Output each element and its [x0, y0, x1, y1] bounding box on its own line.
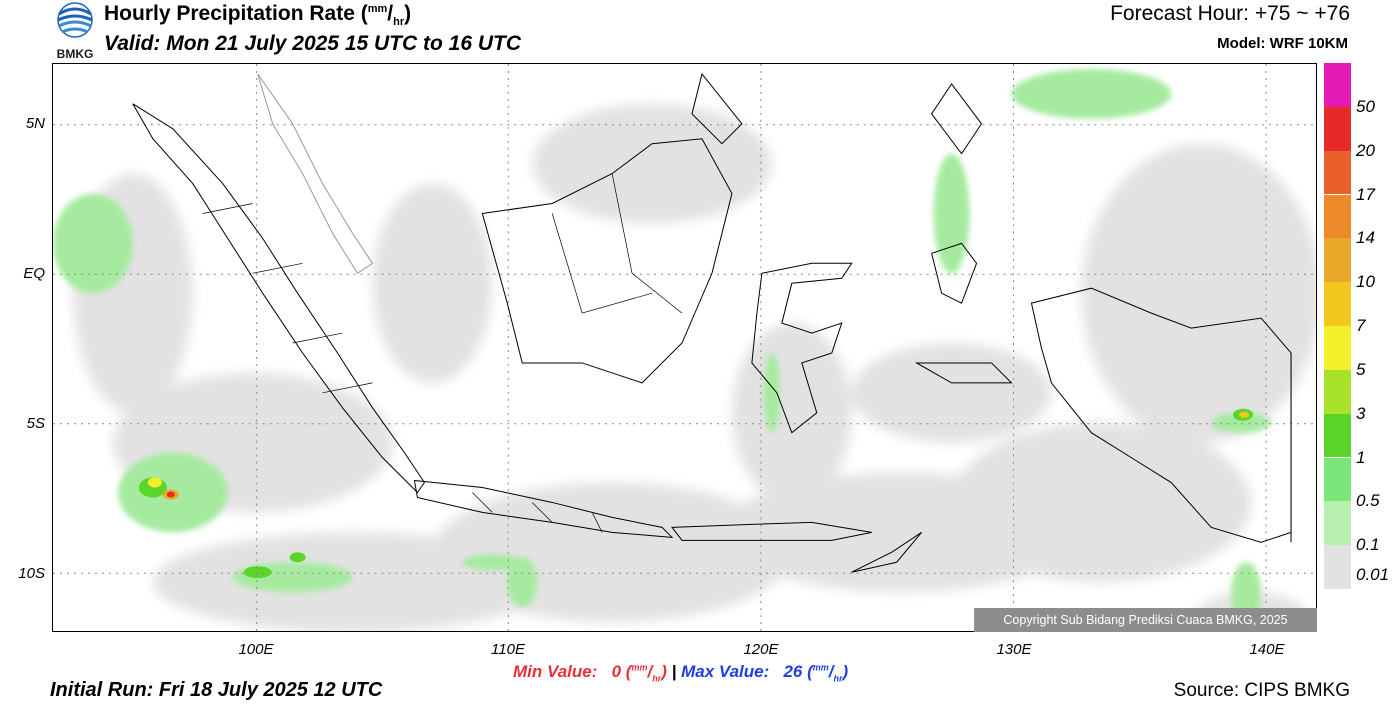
colorbar-swatch	[1324, 501, 1351, 546]
min-label: Min Value:	[513, 662, 598, 681]
page-title: Hourly Precipitation Rate (mm/hr)	[104, 2, 412, 29]
lat-label: 5S	[26, 415, 45, 432]
lon-label: 110E	[491, 641, 525, 658]
bmkg-logo: BMKG	[57, 2, 94, 60]
colorbar-label: 5	[1356, 359, 1366, 379]
initial-run: Initial Run: Fri 18 July 2025 12 UTC	[50, 679, 383, 701]
colorbar-label: 17	[1356, 184, 1375, 204]
colorbar-label: 0.1	[1356, 535, 1380, 555]
colorbar-swatch	[1324, 369, 1351, 414]
min-max-values: Min Value: 0 (mm/hr) | Max Value: 26 (mm…	[513, 662, 848, 683]
colorbar-swatch	[1324, 238, 1351, 283]
colorbar	[1324, 63, 1351, 589]
logo-text: BMKG	[57, 47, 94, 60]
colorbar-label: 7	[1356, 316, 1366, 335]
colorbar-label: 3	[1356, 403, 1366, 423]
moderate-rain-areas	[53, 68, 1272, 623]
title-unit-top: mm	[367, 3, 388, 15]
colorbar-swatch	[1324, 545, 1351, 589]
colorbar-swatch	[1324, 106, 1351, 151]
valid-time: Valid: Mon 21 July 2025 15 UTC to 16 UTC	[104, 32, 522, 55]
forecast-hour: Forecast Hour: +75 ~ +76	[1110, 2, 1350, 25]
gridlines	[53, 64, 1316, 631]
max-value: 26 (mm/hr)	[783, 662, 849, 684]
title-unit-bottom: hr	[393, 16, 405, 29]
colorbar-swatch	[1324, 282, 1351, 326]
timor-coast	[851, 531, 923, 573]
colorbar-label: 0.01	[1356, 565, 1390, 584]
precipitation-map	[52, 63, 1317, 632]
colorbar-swatch	[1324, 413, 1351, 458]
source-label: Source: CIPS BMKG	[1173, 680, 1350, 701]
colorbar-swatch	[1324, 150, 1351, 195]
title-close: )	[404, 2, 412, 25]
philippines-coast	[691, 72, 983, 155]
colorbar-label: 20	[1356, 140, 1375, 160]
min-value: 0 (mm/hr)	[611, 662, 667, 684]
colorbar-swatch	[1324, 194, 1351, 239]
copyright-notice: Copyright Sub Bidang Prediksi Cuaca BMKG…	[974, 608, 1317, 632]
colorbar-swatch	[1324, 326, 1351, 370]
lon-label: 120E	[743, 641, 779, 658]
colorbar-label: 14	[1356, 228, 1375, 248]
minmax-separator: |	[671, 662, 677, 681]
colorbar-label: 10	[1356, 272, 1375, 292]
papua-coast	[1030, 287, 1292, 543]
java-coast	[413, 479, 674, 538]
model-label: Model: WRF 10KM	[1217, 35, 1348, 52]
colorbar-label: 0.5	[1356, 491, 1380, 511]
lat-label: 10S	[18, 565, 45, 582]
lon-label: 140E	[1249, 641, 1285, 658]
nusa-tenggara-coast	[671, 521, 872, 541]
colorbar-swatch	[1324, 63, 1351, 107]
colorbar-label: 1	[1356, 447, 1366, 467]
max-label: Max Value:	[681, 662, 770, 681]
provincial-borders	[202, 173, 683, 533]
sulawesi-coast	[751, 262, 853, 434]
lat-label: 5N	[25, 115, 45, 132]
lon-label: 130E	[996, 641, 1032, 658]
colorbar-swatch	[1324, 457, 1351, 502]
colorbar-label: 50	[1356, 96, 1375, 116]
sumatra-coast	[132, 103, 426, 494]
intense-rain-cells	[147, 411, 1250, 500]
seram-coast	[914, 362, 1013, 384]
malay-peninsula	[257, 73, 374, 274]
lat-label: EQ	[23, 265, 45, 282]
title-text: Hourly Precipitation Rate (	[104, 2, 368, 25]
lon-label: 100E	[238, 641, 274, 658]
halmahera-coast	[931, 242, 978, 304]
